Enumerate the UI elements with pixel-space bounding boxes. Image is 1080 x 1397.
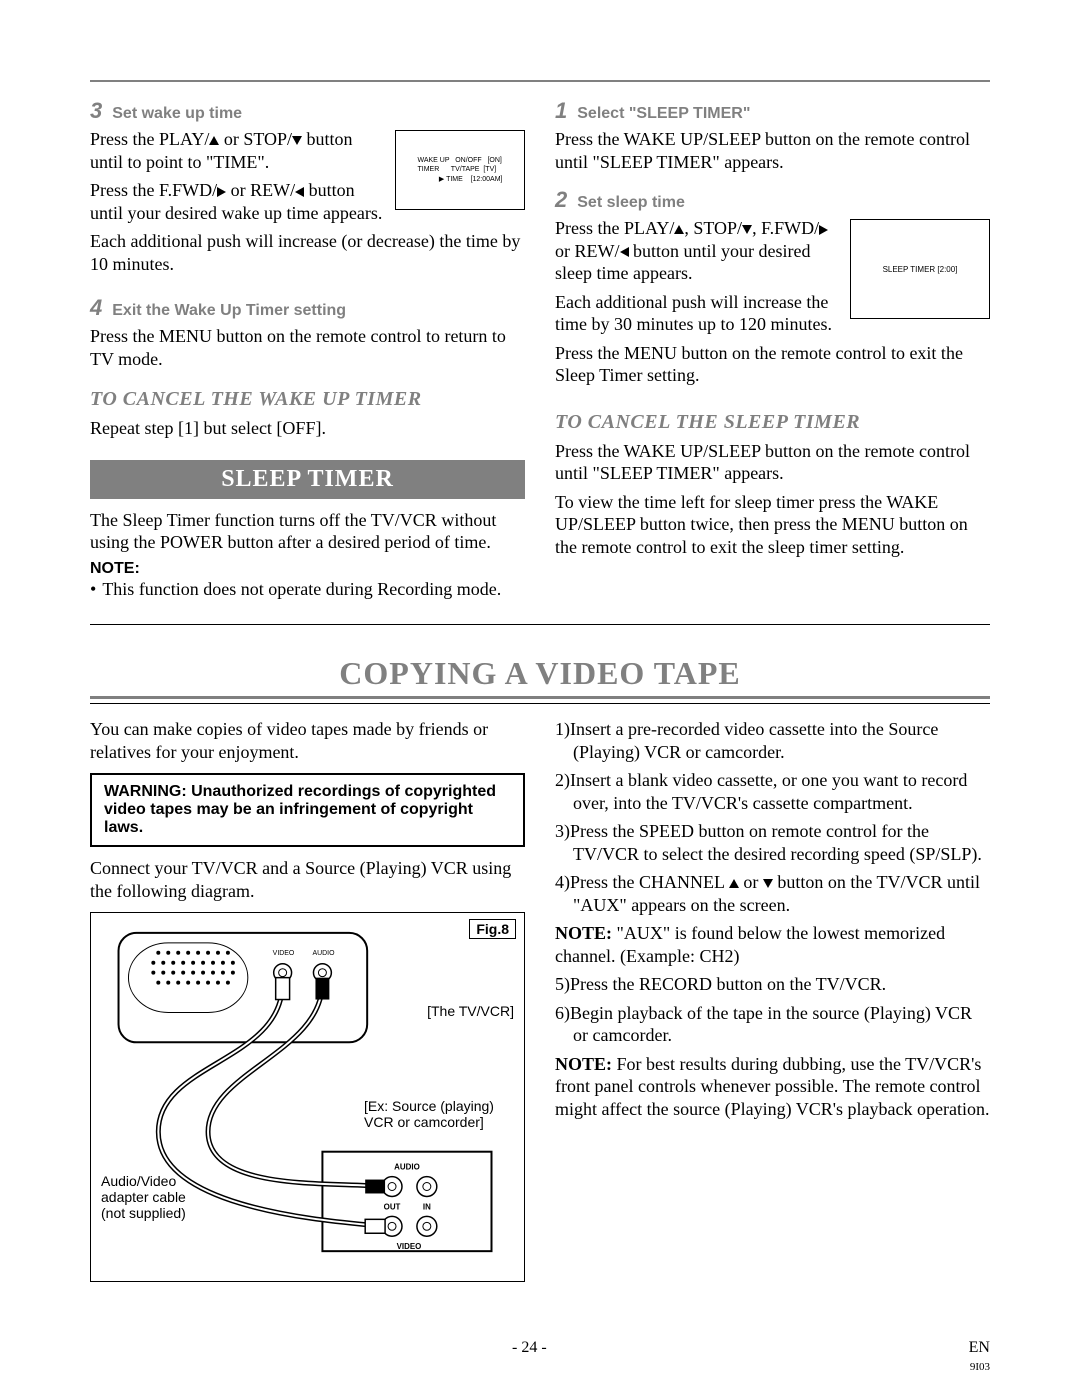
down-triangle-icon	[742, 225, 752, 234]
svg-text:AUDIO: AUDIO	[312, 950, 335, 957]
fig-cable-label: Audio/Video adapter cable (not supplied)	[101, 1173, 211, 1221]
cancel-wake-body: Repeat step [1] but select [OFF].	[90, 417, 525, 440]
step-2-block: 2 Set sleep time SLEEP TIMER [2:00] Pres…	[555, 187, 990, 393]
down-triangle-icon	[763, 879, 773, 888]
rule-thick	[90, 696, 990, 699]
copy-connect: Connect your TV/VCR and a Source (Playin…	[90, 857, 525, 902]
step-1-block: 1 Select "SLEEP TIMER" Press the WAKE UP…	[555, 98, 990, 173]
step-4-body: Press the MENU button on the remote cont…	[90, 325, 525, 370]
step-3-number: 3	[90, 98, 102, 123]
copy-step-4: 4)Press the CHANNEL or button on the TV/…	[555, 871, 990, 916]
copy-note-best: NOTE: For best results during dubbing, u…	[555, 1053, 990, 1121]
copy-step-6: 6)Begin playback of the tape in the sour…	[555, 1002, 990, 1047]
copy-step-1: 1)Insert a pre-recorded video cassette i…	[555, 718, 990, 763]
copy-step-3: 3)Press the SPEED button on remote contr…	[555, 820, 990, 865]
copy-left-column: You can make copies of video tapes made …	[90, 718, 525, 1282]
step-1-number: 1	[555, 98, 567, 123]
left-triangle-icon	[620, 247, 629, 257]
right-triangle-icon	[819, 225, 828, 235]
cancel-sleep-p2: To view the time left for sleep timer pr…	[555, 491, 990, 559]
copy-step-5: 5)Press the RECORD button on the TV/VCR.	[555, 973, 990, 996]
step-2-number: 2	[555, 187, 567, 212]
fig-source-label: [Ex: Source (playing) VCR or camcorder]	[364, 1098, 514, 1130]
svg-text:VIDEO: VIDEO	[397, 1242, 422, 1251]
step-3-line3: Each additional push will increase (or d…	[90, 230, 525, 275]
svg-text:IN: IN	[423, 1202, 431, 1211]
copy-note-aux: NOTE: "AUX" is found below the lowest me…	[555, 922, 990, 967]
left-triangle-icon	[295, 187, 304, 197]
svg-text:VIDEO: VIDEO	[273, 950, 295, 957]
sleep-timer-body: The Sleep Timer function turns off the T…	[90, 509, 525, 554]
page-number: - 24 -	[512, 1339, 547, 1357]
svg-text:OUT: OUT	[384, 1202, 401, 1211]
fig-tvvcr-label: [The TV/VCR]	[427, 1003, 514, 1019]
step-1-title: Select "SLEEP TIMER"	[577, 105, 750, 122]
page-code: 9I03	[970, 1361, 990, 1373]
copy-right-column: 1)Insert a pre-recorded video cassette i…	[555, 718, 990, 1282]
up-triangle-icon	[729, 879, 739, 888]
bullet-icon: •	[90, 578, 96, 601]
step-2-title: Set sleep time	[577, 194, 685, 211]
svg-text:AUDIO: AUDIO	[394, 1163, 420, 1172]
step-3-block: 3 Set wake up time WAKE UP ON/OFF [ON] T…	[90, 98, 525, 281]
top-rule	[90, 80, 990, 82]
step-3-title: Set wake up time	[112, 105, 242, 122]
copyright-warning: WARNING: Unauthorized recordings of copy…	[90, 773, 525, 847]
up-triangle-icon	[674, 225, 684, 234]
sleep-timer-osd: SLEEP TIMER [2:00]	[850, 219, 990, 319]
cancel-sleep-heading: TO CANCEL THE SLEEP TIMER	[555, 411, 990, 434]
page-lang: EN	[969, 1339, 990, 1357]
wake-timer-osd: WAKE UP ON/OFF [ON] TIMER TV/TAPE [TV] ▶…	[395, 130, 525, 210]
lower-columns: You can make copies of video tapes made …	[90, 718, 990, 1282]
figure-8: Fig.8 VIDEO AUDIO	[90, 912, 525, 1282]
figure-8-svg: VIDEO AUDIO AUDIO OUT IN VIDEO	[91, 913, 524, 1281]
step-4-number: 4	[90, 295, 102, 320]
cancel-sleep-p1: Press the WAKE UP/SLEEP button on the re…	[555, 440, 990, 485]
right-column: 1 Select "SLEEP TIMER" Press the WAKE UP…	[555, 98, 990, 600]
sleep-timer-bar: SLEEP TIMER	[90, 460, 525, 499]
rule-thin-bottom	[90, 703, 990, 704]
copy-step-2: 2)Insert a blank video cassette, or one …	[555, 769, 990, 814]
right-triangle-icon	[217, 187, 226, 197]
page-footer: - 24 - EN 9I03	[90, 1339, 990, 1357]
copy-intro: You can make copies of video tapes made …	[90, 718, 525, 763]
rule-thin-top	[90, 624, 990, 625]
step-4-title: Exit the Wake Up Timer setting	[112, 302, 346, 319]
step-1-body: Press the WAKE UP/SLEEP button on the re…	[555, 128, 990, 173]
sleep-note-label: NOTE:	[90, 560, 525, 578]
figure-label: Fig.8	[469, 919, 516, 939]
upper-columns: 3 Set wake up time WAKE UP ON/OFF [ON] T…	[90, 98, 990, 600]
copying-title: COPYING A VIDEO TAPE	[90, 655, 990, 692]
step-4-block: 4 Exit the Wake Up Timer setting Press t…	[90, 295, 525, 370]
sleep-note-text: This function does not operate during Re…	[102, 578, 501, 601]
cancel-wake-heading: TO CANCEL THE WAKE UP TIMER	[90, 388, 525, 411]
down-triangle-icon	[292, 136, 302, 145]
sleep-note-bullet: • This function does not operate during …	[90, 578, 525, 601]
left-column: 3 Set wake up time WAKE UP ON/OFF [ON] T…	[90, 98, 525, 600]
up-triangle-icon	[209, 136, 219, 145]
step-2-line3: Press the MENU button on the remote cont…	[555, 342, 990, 387]
